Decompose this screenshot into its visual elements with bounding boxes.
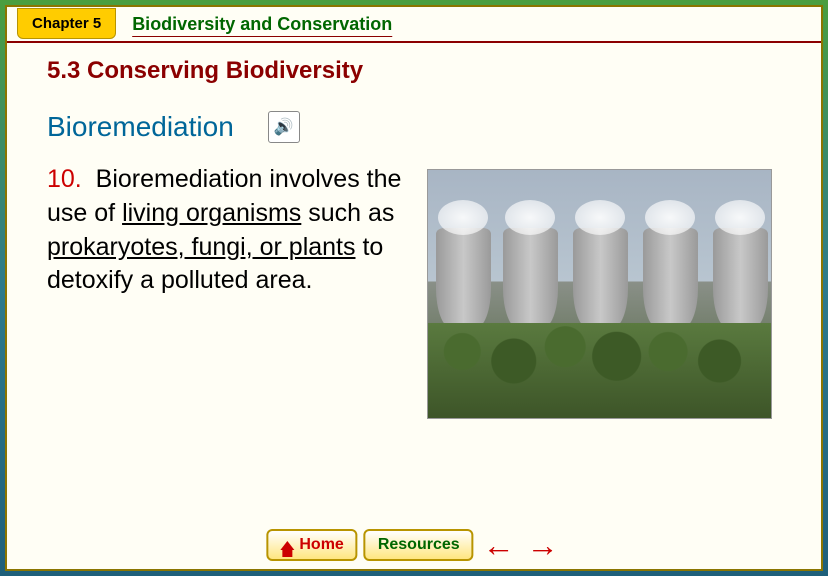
item-number: 10. [47, 165, 82, 193]
prev-arrow[interactable]: ← [480, 529, 518, 561]
body-text: 10. Bioremediation involves the use of l… [47, 163, 407, 298]
speaker-icon[interactable]: 🔊 [268, 111, 300, 143]
body-row: 10. Bioremediation involves the use of l… [47, 163, 791, 419]
body-u1: living organisms [122, 199, 301, 227]
speaker-glyph: 🔊 [274, 117, 294, 137]
section-title: 5.3 Conserving Biodiversity [47, 57, 791, 85]
body-p1 [89, 165, 96, 193]
slide-container: Chapter 5 Biodiversity and Conservation … [5, 5, 823, 571]
footer-nav: Home Resources ← → [266, 529, 561, 561]
content-image [427, 169, 772, 419]
cooling-tower [643, 228, 698, 328]
subheading-row: Bioremediation 🔊 [47, 111, 791, 143]
slide-content: 5.3 Conserving Biodiversity Bioremediati… [7, 43, 821, 429]
chapter-tab: Chapter 5 [17, 8, 116, 39]
foreground-trees [428, 323, 771, 418]
home-button[interactable]: Home [266, 529, 357, 561]
resources-button[interactable]: Resources [364, 529, 474, 561]
body-u2: prokaryotes, fungi, or plants [47, 233, 356, 261]
chapter-title: Biodiversity and Conservation [132, 14, 392, 35]
cooling-tower [713, 228, 768, 328]
slide-header: Chapter 5 Biodiversity and Conservation [7, 7, 821, 43]
cooling-tower [436, 228, 491, 328]
body-p2: such as [301, 199, 394, 227]
home-label: Home [299, 536, 343, 554]
cooling-tower [503, 228, 558, 328]
subheading: Bioremediation [47, 111, 234, 143]
cooling-tower [573, 228, 628, 328]
next-arrow[interactable]: → [524, 529, 562, 561]
resources-label: Resources [378, 536, 460, 554]
home-icon [280, 541, 294, 550]
